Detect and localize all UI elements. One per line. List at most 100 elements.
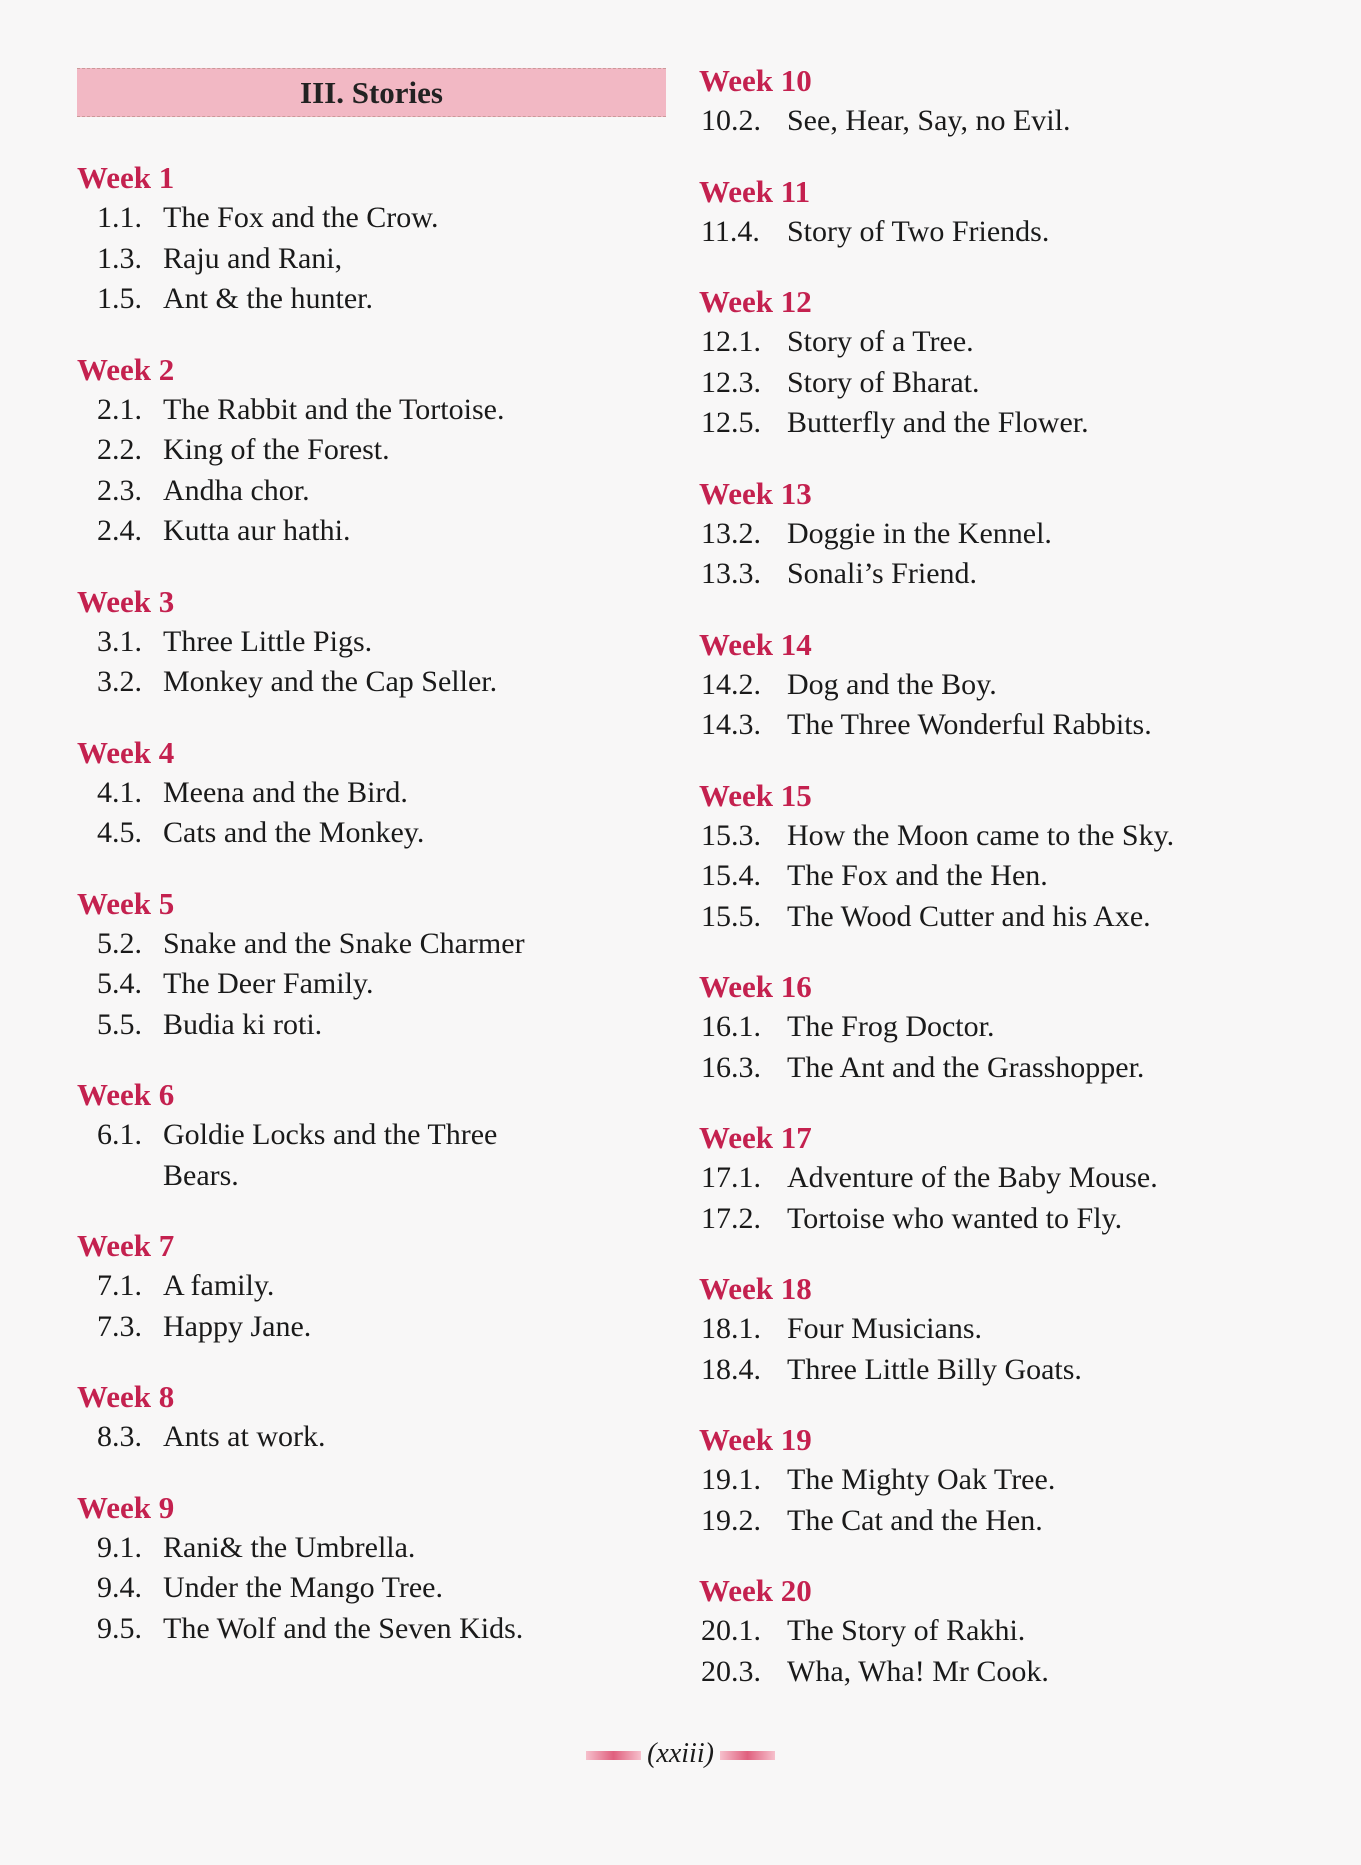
story-item: 10.2. See, Hear, Say, no Evil. — [699, 101, 1339, 142]
story-number: 16.1. — [701, 1010, 761, 1043]
story-item: 20.1. The Story of Rakhi. — [699, 1611, 1339, 1652]
story-title: Dog and the Boy. — [787, 667, 997, 701]
story-number: 4.5. — [97, 816, 142, 849]
story-title: The Frog Doctor. — [787, 1010, 995, 1043]
week-section: Week 8 8.3. Ants at work. — [77, 1377, 677, 1458]
story-item: 3.2. Monkey and the Cap Seller. — [77, 662, 677, 703]
story-title: Butterfly and the Flower. — [787, 406, 1089, 439]
story-number — [77, 1156, 163, 1197]
story-number: 12.1. — [701, 325, 761, 358]
week-heading: Week 16 — [699, 969, 812, 1004]
story-title: Budia ki roti. — [163, 1007, 323, 1041]
week-heading: Week 1 — [77, 160, 175, 195]
story-item: 12.3. Story of Bharat. — [699, 363, 1339, 404]
week-heading: Week 5 — [77, 885, 175, 921]
story-number: 1.5. — [97, 282, 142, 315]
story-number: 18.4. — [701, 1352, 761, 1386]
week-heading: Week 3 — [77, 583, 175, 619]
week-heading: Week 18 — [699, 1271, 812, 1306]
story-item: 3.1. Three Little Pigs. — [77, 622, 677, 663]
story-number: 2.3. — [97, 473, 142, 507]
week-section: Week 5 5.2. Snake and the Snake Charmer 5.4… — [77, 884, 677, 1046]
story-number: 15.3. — [701, 818, 761, 852]
week-heading: Week 2 — [77, 351, 175, 387]
week-section: Week 7 7.1. A family. 7.3. Happy Jane. — [77, 1226, 677, 1347]
story-item: 2.2. King of the Forest. — [77, 430, 677, 471]
week-heading: Week 11 — [699, 173, 811, 209]
story-item: 1.1. The Fox and the Crow. — [77, 198, 677, 239]
week-section: Week 14 14.2. Dog and the Boy. 14.3. The Thr… — [699, 625, 1339, 746]
story-number: 5.2. — [97, 926, 142, 960]
right-column: Week 10 10.2. See, Hear, Say, no Evil. Week… — [699, 61, 1339, 1692]
footer-decoration-right — [719, 1751, 775, 1761]
page-number: (xxiii) — [647, 1738, 714, 1769]
story-title: Snake and the Snake Charmer — [163, 926, 525, 960]
story-title: Story of Two Friends. — [787, 214, 1050, 248]
story-title: Raju and Rani, — [163, 241, 343, 275]
story-item: 16.1. The Frog Doctor. — [699, 1007, 1339, 1048]
week-heading: Week 14 — [699, 626, 812, 662]
story-number: 16.3. — [701, 1050, 761, 1084]
story-title: The Rabbit and the Tortoise. — [163, 392, 505, 426]
story-title: Bears. — [163, 1158, 239, 1192]
story-title: Adventure of the Baby Mouse. — [787, 1161, 1158, 1194]
story-number: 9.4. — [97, 1571, 142, 1604]
story-item: 5.4. The Deer Family. — [77, 964, 677, 1005]
story-title: The Fox and the Hen. — [787, 859, 1048, 892]
story-number: 5.5. — [97, 1007, 142, 1041]
story-item: 13.3. Sonali’s Friend. — [699, 554, 1339, 595]
story-number: 9.1. — [97, 1530, 142, 1564]
story-number: 13.3. — [701, 557, 761, 590]
story-title: Three Little Billy Goats. — [787, 1352, 1082, 1386]
story-number: 18.1. — [701, 1312, 761, 1345]
story-item: 8.3. Ants at work. — [77, 1417, 677, 1458]
story-title: The Mighty Oak Tree. — [787, 1463, 1056, 1496]
story-number: 6.1. — [97, 1118, 142, 1151]
story-item: 12.5. Butterfly and the Flower. — [699, 403, 1339, 444]
week-section: Week 11 11.4. Story of Two Friends. — [699, 172, 1339, 253]
story-item: 9.5. The Wolf and the Seven Kids. — [77, 1609, 677, 1650]
story-item: 5.5. Budia ki roti. — [77, 1005, 677, 1046]
story-item: 14.2. Dog and the Boy. — [699, 665, 1339, 706]
story-number: 12.3. — [701, 365, 761, 399]
week-section: Week 18 18.1. Four Musicians. 18.4. Three Li… — [699, 1269, 1339, 1390]
story-number: 9.5. — [97, 1611, 142, 1645]
week-heading: Week 8 — [77, 1379, 175, 1414]
story-number: 10.2. — [701, 104, 761, 137]
week-section: Week 15 15.3. How the Moon came to the Sky… — [699, 776, 1339, 938]
story-number: 1.1. — [97, 201, 142, 234]
story-title: The Wood Cutter and his Axe. — [787, 899, 1151, 933]
story-number: 2.1. — [97, 392, 142, 426]
week-heading: Week 17 — [699, 1120, 812, 1155]
week-section: Week 4 4.1. Meena and the Bird. 4.5. Cats an… — [77, 733, 677, 854]
week-section: Week 1 1.1. The Fox and the Crow. 1.3. Raju … — [77, 158, 677, 320]
week-section: Week 2 2.1. The Rabbit and the Tortoise. 2.… — [77, 350, 677, 552]
story-title: The Cat and the Hen. — [787, 1503, 1043, 1537]
story-title: Meena and the Bird. — [163, 775, 408, 809]
story-title: Wha, Wha! Mr Cook. — [787, 1654, 1049, 1688]
story-number: 15.4. — [701, 859, 761, 892]
story-number: 19.2. — [701, 1503, 761, 1537]
story-item: 7.1. A family. — [77, 1266, 677, 1307]
story-title: Sonali’s Friend. — [787, 557, 978, 590]
story-title: The Deer Family. — [163, 967, 374, 1000]
story-item: 1.5. Ant & the hunter. — [77, 279, 677, 320]
story-item: 19.2. The Cat and the Hen. — [699, 1501, 1339, 1542]
story-number: 15.5. — [701, 899, 761, 933]
story-number: 13.2. — [701, 516, 761, 550]
week-section: Week 9 9.1. Rani& the Umbrella. 9.4. Under t… — [77, 1488, 677, 1650]
story-title: Story of a Tree. — [787, 325, 974, 358]
story-title: A family. — [163, 1269, 275, 1302]
story-item: 12.1. Story of a Tree. — [699, 322, 1339, 363]
week-section: Week 17 17.1. Adventure of the Baby Mouse.… — [699, 1118, 1339, 1239]
story-number: 3.2. — [97, 665, 142, 698]
story-title: Cats and the Monkey. — [163, 816, 425, 849]
story-item: Bears. — [77, 1156, 677, 1197]
story-item: 9.4. Under the Mango Tree. — [77, 1568, 677, 1609]
story-number: 12.5. — [701, 406, 761, 439]
week-section: Week 6 6.1. Goldie Locks and the Three Bear… — [77, 1075, 677, 1196]
story-title: The Fox and the Crow. — [163, 201, 439, 234]
story-item: 15.3. How the Moon came to the Sky. — [699, 816, 1339, 857]
story-title: Andha chor. — [163, 473, 310, 507]
story-item: 6.1. Goldie Locks and the Three — [77, 1115, 677, 1156]
